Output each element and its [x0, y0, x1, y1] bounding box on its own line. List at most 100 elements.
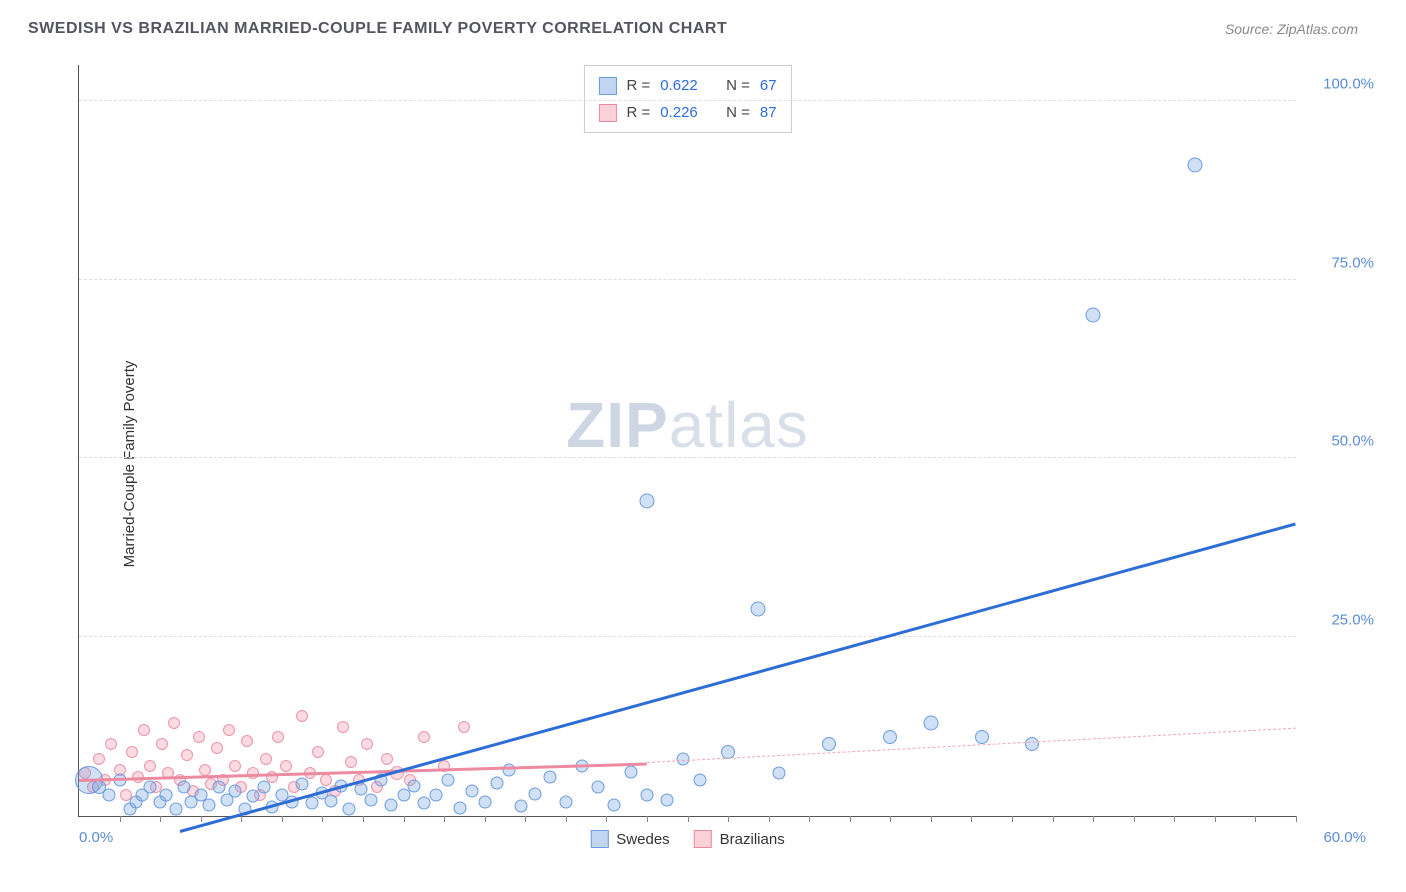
swatch-pink-icon [598, 104, 616, 122]
gridline [79, 100, 1296, 101]
data-point [490, 777, 503, 790]
data-point [212, 781, 225, 794]
x-tick-min: 0.0% [79, 829, 113, 846]
y-tick-label: 50.0% [1304, 433, 1374, 450]
data-point [458, 721, 470, 733]
x-minor-tick [404, 816, 405, 822]
data-point [296, 710, 308, 722]
data-point [772, 767, 785, 780]
data-point [466, 784, 479, 797]
data-point [503, 763, 516, 776]
data-point [429, 789, 442, 802]
data-point [260, 753, 272, 765]
data-point [193, 731, 205, 743]
data-point [478, 795, 491, 808]
data-point [103, 788, 116, 801]
data-point [296, 777, 309, 790]
trend-line [647, 728, 1296, 763]
data-point [381, 753, 393, 765]
chart-title: SWEDISH VS BRAZILIAN MARRIED-COUPLE FAMI… [28, 20, 727, 38]
gridline [79, 636, 1296, 637]
x-minor-tick [1174, 816, 1175, 822]
data-point [442, 774, 455, 787]
y-tick-label: 75.0% [1304, 254, 1374, 271]
x-minor-tick [241, 816, 242, 822]
x-minor-tick [850, 816, 851, 822]
data-point [1086, 308, 1101, 323]
x-minor-tick [1134, 816, 1135, 822]
data-point [693, 774, 706, 787]
x-minor-tick [931, 816, 932, 822]
data-point [608, 799, 621, 812]
x-minor-tick [728, 816, 729, 822]
data-point [202, 799, 215, 812]
data-point [543, 770, 556, 783]
data-point [361, 738, 373, 750]
data-point [211, 742, 223, 754]
data-point [661, 794, 674, 807]
data-point [178, 781, 191, 794]
swatch-blue-icon [598, 77, 616, 95]
series-legend: Swedes Brazilians [590, 830, 784, 848]
trend-line [180, 523, 1296, 833]
data-point [324, 794, 337, 807]
x-minor-tick [160, 816, 161, 822]
x-minor-tick [809, 816, 810, 822]
x-minor-tick [1093, 816, 1094, 822]
stats-row-brazilians: R = 0.226 N = 87 [598, 99, 776, 126]
x-minor-tick [322, 816, 323, 822]
data-point [272, 731, 284, 743]
swatch-pink-icon [694, 830, 712, 848]
data-point [751, 601, 766, 616]
data-point [257, 781, 270, 794]
data-point [342, 802, 355, 815]
x-minor-tick [566, 816, 567, 822]
x-minor-tick [1255, 816, 1256, 822]
data-point [1025, 737, 1039, 751]
data-point [515, 800, 528, 813]
x-minor-tick [1215, 816, 1216, 822]
data-point [559, 795, 572, 808]
data-point [883, 730, 897, 744]
data-point [529, 787, 542, 800]
x-minor-tick [282, 816, 283, 822]
x-tick-max: 60.0% [1323, 829, 1366, 846]
data-point [923, 716, 938, 731]
x-minor-tick [1012, 816, 1013, 822]
x-minor-tick [769, 816, 770, 822]
data-point [639, 494, 654, 509]
x-minor-tick [120, 816, 121, 822]
data-point [93, 753, 105, 765]
data-point [822, 737, 836, 751]
x-minor-tick [688, 816, 689, 822]
data-point [320, 774, 332, 786]
data-point [181, 749, 193, 761]
data-point [160, 788, 173, 801]
data-point [229, 760, 241, 772]
watermark: ZIPatlas [566, 388, 809, 462]
x-minor-tick [1296, 816, 1297, 822]
data-point [975, 730, 989, 744]
data-point [312, 746, 324, 758]
data-point [143, 781, 156, 794]
data-point [199, 764, 211, 776]
x-minor-tick [201, 816, 202, 822]
data-point [407, 779, 420, 792]
data-point [229, 784, 242, 797]
data-point [126, 746, 138, 758]
data-point [280, 760, 292, 772]
stats-row-swedes: R = 0.622 N = 67 [598, 72, 776, 99]
data-point [170, 802, 183, 815]
data-point [417, 797, 430, 810]
data-point [306, 797, 319, 810]
gridline [79, 279, 1296, 280]
data-point [640, 788, 653, 801]
legend-swedes: Swedes [590, 830, 669, 848]
data-point [1187, 158, 1202, 173]
data-point [241, 735, 253, 747]
data-point [337, 721, 349, 733]
source-credit: Source: ZipAtlas.com [1225, 21, 1358, 37]
swatch-blue-icon [590, 830, 608, 848]
data-point [418, 731, 430, 743]
x-minor-tick [444, 816, 445, 822]
